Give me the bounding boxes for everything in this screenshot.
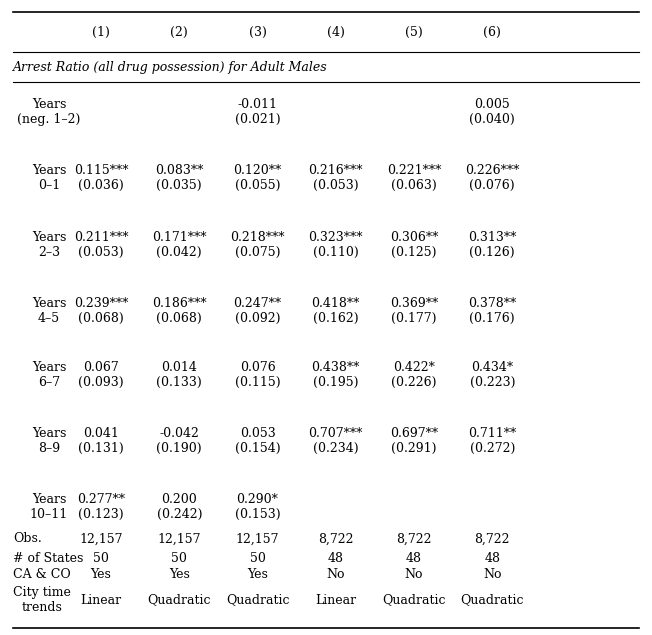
Text: 0.053
(0.154): 0.053 (0.154) <box>235 427 280 455</box>
Text: Years
8–9: Years 8–9 <box>32 427 66 455</box>
Text: CA & CO: CA & CO <box>13 568 71 582</box>
Text: 12,157: 12,157 <box>158 533 201 545</box>
Text: 0.171***
(0.042): 0.171*** (0.042) <box>152 231 207 259</box>
Text: 0.083**
(0.035): 0.083** (0.035) <box>155 164 203 192</box>
Text: 0.076
(0.115): 0.076 (0.115) <box>235 361 280 389</box>
Text: 0.378**
(0.176): 0.378** (0.176) <box>468 297 516 325</box>
Text: Quadratic: Quadratic <box>147 594 211 606</box>
Text: 50: 50 <box>250 552 265 565</box>
Text: (1): (1) <box>92 25 110 39</box>
Text: No: No <box>405 568 423 582</box>
Text: 0.247**
(0.092): 0.247** (0.092) <box>233 297 282 325</box>
Text: 0.221***
(0.063): 0.221*** (0.063) <box>387 164 441 192</box>
Text: (5): (5) <box>405 25 423 39</box>
Text: -0.011
(0.021): -0.011 (0.021) <box>235 98 280 126</box>
Text: 0.014
(0.133): 0.014 (0.133) <box>156 361 202 389</box>
Text: 0.707***
(0.234): 0.707*** (0.234) <box>308 427 363 455</box>
Text: 0.200
(0.242): 0.200 (0.242) <box>156 493 202 521</box>
Text: No: No <box>483 568 501 582</box>
Text: 48: 48 <box>406 552 422 565</box>
Text: 0.216***
(0.053): 0.216*** (0.053) <box>308 164 363 192</box>
Text: 8,722: 8,722 <box>318 533 353 545</box>
Text: 8,722: 8,722 <box>396 533 432 545</box>
Text: 0.369**
(0.177): 0.369** (0.177) <box>390 297 438 325</box>
Text: Years
0–1: Years 0–1 <box>32 164 66 192</box>
Text: Arrest Ratio (all drug possession) for Adult Males: Arrest Ratio (all drug possession) for A… <box>13 62 328 74</box>
Text: Years
2–3: Years 2–3 <box>32 231 66 259</box>
Text: 0.422*
(0.226): 0.422* (0.226) <box>391 361 437 389</box>
Text: Obs.: Obs. <box>13 533 42 545</box>
Text: 8,722: 8,722 <box>475 533 510 545</box>
Text: 0.067
(0.093): 0.067 (0.093) <box>78 361 124 389</box>
Text: City time
trends: City time trends <box>13 586 71 614</box>
Text: 0.418**
(0.162): 0.418** (0.162) <box>312 297 360 325</box>
Text: Quadratic: Quadratic <box>382 594 446 606</box>
Text: 0.186***
(0.068): 0.186*** (0.068) <box>152 297 207 325</box>
Text: 0.041
(0.131): 0.041 (0.131) <box>78 427 124 455</box>
Text: Years
(neg. 1–2): Years (neg. 1–2) <box>17 98 81 126</box>
Text: 0.218***
(0.075): 0.218*** (0.075) <box>230 231 285 259</box>
Text: 0.438**
(0.195): 0.438** (0.195) <box>312 361 360 389</box>
Text: Linear: Linear <box>315 594 357 606</box>
Text: (3): (3) <box>248 25 267 39</box>
Text: 48: 48 <box>328 552 344 565</box>
Text: (2): (2) <box>170 25 188 39</box>
Text: 0.323***
(0.110): 0.323*** (0.110) <box>308 231 363 259</box>
Text: Years
6–7: Years 6–7 <box>32 361 66 389</box>
Text: No: No <box>327 568 345 582</box>
Text: 0.277**
(0.123): 0.277** (0.123) <box>77 493 125 521</box>
Text: 48: 48 <box>484 552 500 565</box>
Text: Yes: Yes <box>169 568 190 582</box>
Text: Quadratic: Quadratic <box>460 594 524 606</box>
Text: Yes: Yes <box>247 568 268 582</box>
Text: 0.005
(0.040): 0.005 (0.040) <box>469 98 515 126</box>
Text: Linear: Linear <box>80 594 122 606</box>
Text: 0.239***
(0.068): 0.239*** (0.068) <box>74 297 128 325</box>
Text: 0.226***
(0.076): 0.226*** (0.076) <box>465 164 520 192</box>
Text: 12,157: 12,157 <box>80 533 123 545</box>
Text: 50: 50 <box>171 552 187 565</box>
Text: Years
4–5: Years 4–5 <box>32 297 66 325</box>
Text: # of States: # of States <box>13 552 83 565</box>
Text: -0.042
(0.190): -0.042 (0.190) <box>156 427 202 455</box>
Text: 0.115***
(0.036): 0.115*** (0.036) <box>74 164 128 192</box>
Text: 0.290*
(0.153): 0.290* (0.153) <box>235 493 280 521</box>
Text: 0.211***
(0.053): 0.211*** (0.053) <box>74 231 128 259</box>
Text: 12,157: 12,157 <box>236 533 279 545</box>
Text: 50: 50 <box>93 552 109 565</box>
Text: Years
10–11: Years 10–11 <box>30 493 68 521</box>
Text: 0.434*
(0.223): 0.434* (0.223) <box>469 361 515 389</box>
Text: (4): (4) <box>327 25 345 39</box>
Text: 0.711**
(0.272): 0.711** (0.272) <box>468 427 516 455</box>
Text: Quadratic: Quadratic <box>226 594 289 606</box>
Text: 0.697**
(0.291): 0.697** (0.291) <box>390 427 438 455</box>
Text: (6): (6) <box>483 25 501 39</box>
Text: 0.120**
(0.055): 0.120** (0.055) <box>233 164 282 192</box>
Text: 0.313**
(0.126): 0.313** (0.126) <box>468 231 516 259</box>
Text: Yes: Yes <box>91 568 111 582</box>
Text: 0.306**
(0.125): 0.306** (0.125) <box>390 231 438 259</box>
